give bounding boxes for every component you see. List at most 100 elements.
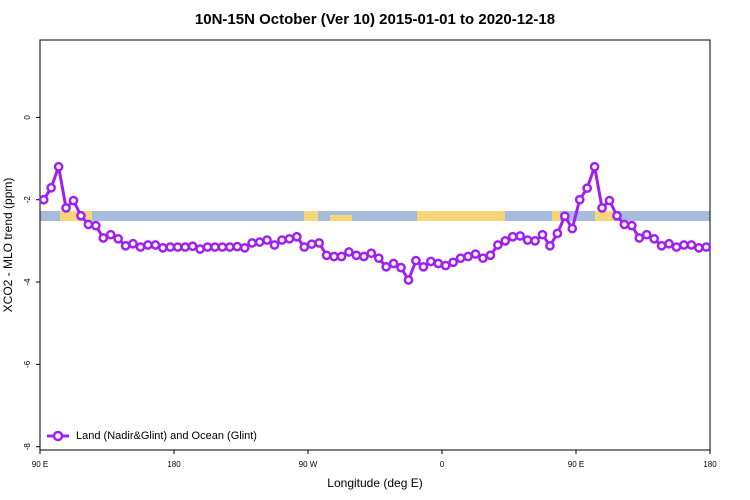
data-point [61,203,71,213]
data-point [180,242,191,252]
data-point [500,236,511,246]
data-point [157,243,168,253]
land-patch [595,211,615,221]
data-point [344,247,354,257]
data-point [693,243,704,253]
land-patch [60,211,92,221]
land-patch [417,211,505,221]
x-tick-label: 180 [167,460,181,469]
data-point [150,240,161,250]
data-point [314,238,325,248]
data-point [113,233,124,244]
data-point [664,238,674,249]
data-point [202,242,213,252]
data-point [671,242,682,252]
data-point [656,240,667,251]
data-point [448,257,459,268]
ocean-strip [40,211,710,221]
data-point [686,240,697,250]
data-point [172,242,183,252]
data-point [701,242,712,252]
data-point [455,253,466,264]
land-patch [304,211,318,221]
data-point [90,220,101,231]
data-point [582,183,593,194]
data-point [247,238,258,248]
data-point [187,241,198,252]
data-point [559,211,570,222]
data-point [492,240,503,250]
map-strip [40,211,710,221]
data-point [53,161,64,172]
data-point [418,261,429,272]
data-point [120,240,131,251]
data-point [321,250,332,261]
y-tick-label: -2 [23,196,32,204]
y-tick-label: 0 [23,115,32,120]
data-point [440,260,451,271]
data-point [76,210,86,221]
data-point [679,240,689,250]
data-point [552,228,563,239]
chart-title: 10N-15N October (Ver 10) 2015-01-01 to 2… [195,11,555,28]
data-point [195,244,205,254]
data-point [306,239,317,250]
data-point [284,233,295,244]
data-point [299,242,310,252]
data-point [98,233,109,243]
legend-marker [52,430,64,442]
data-point [537,229,548,240]
data-point [433,258,444,269]
data-point [262,235,272,245]
data-point [574,194,585,205]
x-tick-label: 90 E [568,460,584,469]
data-point [128,238,138,249]
land-patch [330,215,352,221]
data-point [38,194,49,205]
data-point [478,253,488,264]
x-tick-label: 180 [703,460,717,469]
data-point [277,235,287,245]
x-tick-label: 90 E [32,460,48,469]
data-point [351,250,362,261]
data-point [403,275,414,285]
data-point [135,242,146,252]
data-point [269,240,280,250]
data-point [217,242,228,252]
data-point [530,236,540,246]
data-point [165,242,176,252]
data-point [507,231,518,242]
legend-label: Land (Nadir&Glint) and Ocean (Glint) [76,430,257,442]
data-point [589,161,600,172]
data-point [641,229,652,240]
data-point [224,242,235,252]
data-point [612,210,622,221]
data-point [46,182,57,193]
x-tick-label: 90 W [299,460,318,469]
legend: Land (Nadir&Glint) and Ocean (Glint) [47,430,257,442]
data-point [83,219,94,230]
data-point [68,195,79,206]
x-tick-label: 0 [440,460,445,469]
data-point [470,249,481,259]
data-point [515,231,526,241]
data-point [485,250,496,261]
data-point [522,235,533,245]
data-point [411,255,421,266]
data-point [239,243,250,253]
data-point [604,195,615,206]
data-point [649,233,660,244]
data-point [329,251,339,262]
data-point [396,262,406,273]
data-point [105,229,116,240]
data-point [210,242,220,252]
data-point [291,231,302,242]
data-point [366,248,377,259]
data-point [425,256,436,267]
data-point [545,240,555,251]
data-point [634,233,645,243]
data-point [597,203,607,213]
y-tick-label: -4 [23,278,32,286]
